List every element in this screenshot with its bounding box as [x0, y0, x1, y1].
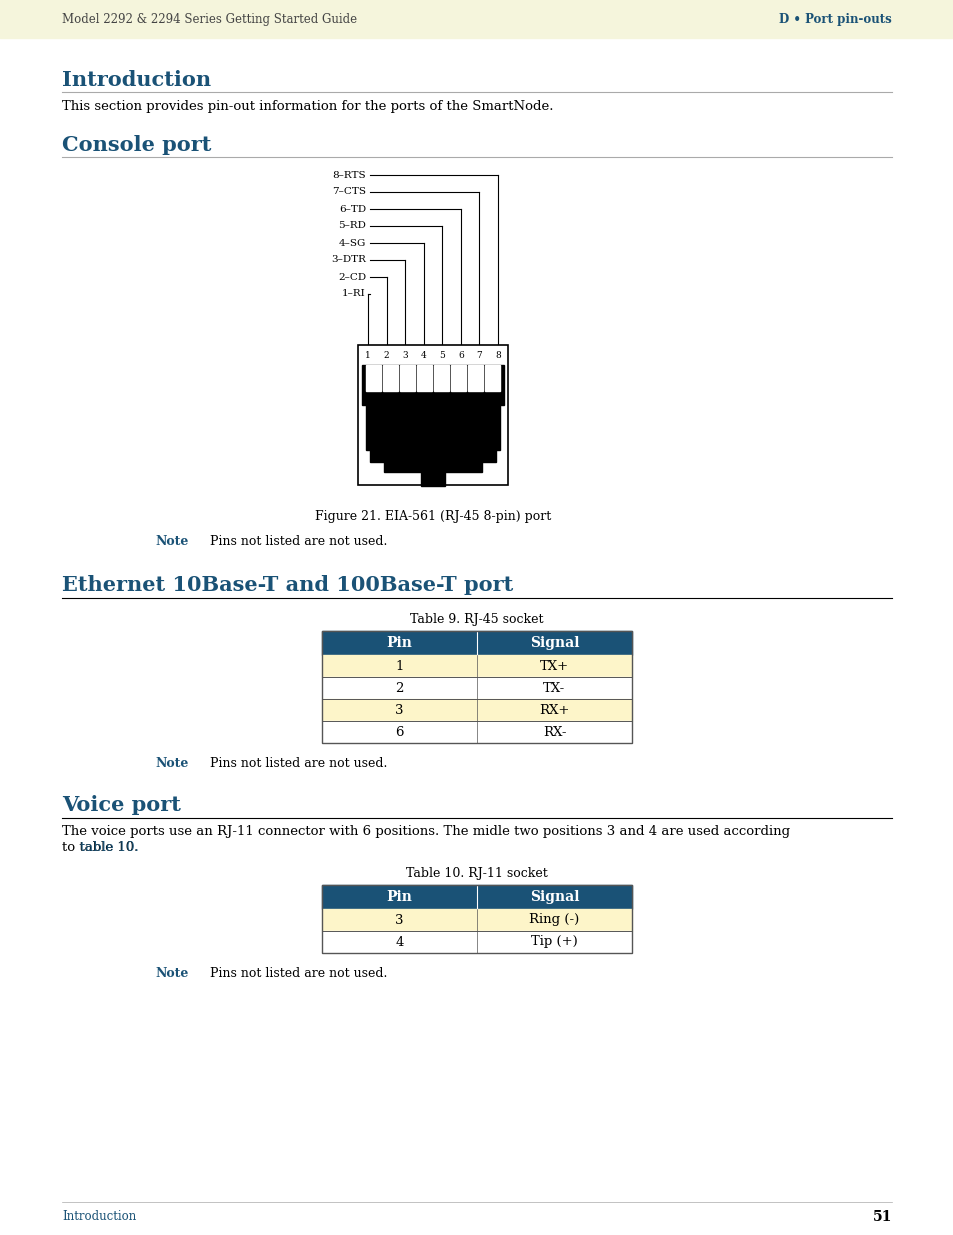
Text: 1: 1 — [395, 659, 403, 673]
Bar — [322, 631, 631, 743]
Text: Pins not listed are not used.: Pins not listed are not used. — [210, 535, 387, 548]
Bar — [384, 462, 481, 472]
Text: 8: 8 — [495, 352, 500, 361]
Text: 4: 4 — [420, 352, 426, 361]
Bar — [322, 631, 631, 655]
Text: table 10.: table 10. — [80, 841, 139, 853]
Bar — [322, 885, 631, 953]
Text: Note: Note — [154, 535, 188, 548]
Text: 6–TD: 6–TD — [338, 205, 366, 214]
Bar — [322, 655, 631, 677]
Text: 1: 1 — [365, 352, 371, 361]
Bar — [322, 721, 631, 743]
Text: 2: 2 — [383, 352, 389, 361]
Bar — [322, 699, 631, 721]
Text: to table 10.: to table 10. — [62, 841, 138, 853]
Text: Table 10. RJ-11 socket: Table 10. RJ-11 socket — [406, 867, 547, 881]
Text: D • Port pin-outs: D • Port pin-outs — [779, 12, 891, 26]
Text: Pins not listed are not used.: Pins not listed are not used. — [210, 757, 387, 769]
Text: Introduction: Introduction — [62, 1210, 136, 1223]
Text: 8–RTS: 8–RTS — [332, 170, 366, 179]
Text: 7: 7 — [476, 352, 482, 361]
Text: Voice port: Voice port — [62, 795, 181, 815]
Bar — [399, 366, 415, 391]
Bar — [361, 366, 503, 405]
Text: This section provides pin-out information for the ports of the SmartNode.: This section provides pin-out informatio… — [62, 100, 553, 112]
Text: Introduction: Introduction — [62, 70, 211, 90]
Bar — [322, 677, 631, 699]
Text: Note: Note — [154, 967, 188, 981]
Bar — [366, 405, 499, 450]
Text: Ethernet 10Base-T and 100Base-T port: Ethernet 10Base-T and 100Base-T port — [62, 576, 513, 595]
Text: Table 9. RJ-45 socket: Table 9. RJ-45 socket — [410, 613, 543, 626]
Text: Pins not listed are not used.: Pins not listed are not used. — [210, 967, 387, 981]
Bar — [357, 345, 507, 485]
Bar — [420, 472, 444, 487]
Text: Signal: Signal — [529, 890, 578, 904]
Bar — [322, 885, 631, 909]
Text: Figure 21. EIA-561 (RJ-45 8-pin) port: Figure 21. EIA-561 (RJ-45 8-pin) port — [314, 510, 551, 522]
Text: 5–RD: 5–RD — [337, 221, 366, 231]
Bar — [382, 366, 397, 391]
Text: Console port: Console port — [62, 135, 212, 156]
Text: Pin: Pin — [386, 890, 412, 904]
Text: TX+: TX+ — [539, 659, 569, 673]
Text: Ring (-): Ring (-) — [529, 914, 579, 926]
Text: 3: 3 — [402, 352, 408, 361]
Bar — [370, 450, 496, 462]
Text: 4–SG: 4–SG — [338, 238, 366, 247]
Bar — [451, 366, 465, 391]
Text: RX-: RX- — [542, 725, 566, 739]
Text: 6: 6 — [395, 725, 403, 739]
Text: Note: Note — [154, 757, 188, 769]
Bar — [322, 909, 631, 931]
Bar — [366, 366, 380, 391]
Text: TX-: TX- — [543, 682, 565, 694]
Text: 7–CTS: 7–CTS — [332, 188, 366, 196]
Text: Signal: Signal — [529, 636, 578, 650]
Text: Tip (+): Tip (+) — [531, 935, 578, 948]
Text: Model 2292 & 2294 Series Getting Started Guide: Model 2292 & 2294 Series Getting Started… — [62, 12, 356, 26]
Text: 5: 5 — [439, 352, 445, 361]
Text: 3: 3 — [395, 704, 403, 716]
Bar — [0, 0, 953, 38]
Text: 51: 51 — [872, 1210, 891, 1224]
Bar — [468, 366, 482, 391]
Text: 4: 4 — [395, 935, 403, 948]
Text: 3–DTR: 3–DTR — [331, 256, 366, 264]
Text: 2–CD: 2–CD — [337, 273, 366, 282]
Bar — [322, 931, 631, 953]
Bar — [484, 366, 499, 391]
Bar — [434, 366, 449, 391]
Text: 1–RI: 1–RI — [342, 289, 366, 299]
Bar — [416, 366, 432, 391]
Text: Pin: Pin — [386, 636, 412, 650]
Text: 3: 3 — [395, 914, 403, 926]
Text: RX+: RX+ — [538, 704, 569, 716]
Text: 2: 2 — [395, 682, 403, 694]
Text: The voice ports use an RJ-11 connector with 6 positions. The midle two positions: The voice ports use an RJ-11 connector w… — [62, 825, 789, 839]
Text: 6: 6 — [457, 352, 463, 361]
